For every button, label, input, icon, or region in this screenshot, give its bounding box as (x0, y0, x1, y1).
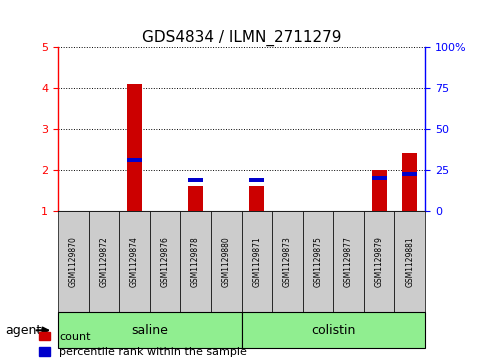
Bar (188, 178, 203, 182)
Bar (127, 84, 142, 211)
Bar (188, 186, 203, 211)
Text: GSM1129880: GSM1129880 (222, 236, 231, 287)
Text: GSM1129870: GSM1129870 (69, 236, 78, 287)
Bar (371, 176, 387, 180)
Bar (402, 172, 417, 176)
Text: GSM1129877: GSM1129877 (344, 236, 353, 287)
Text: GSM1129879: GSM1129879 (375, 236, 384, 287)
Legend: count, percentile rank within the sample: count, percentile rank within the sample (40, 332, 247, 358)
Bar (371, 170, 387, 211)
Title: GDS4834 / ILMN_2711279: GDS4834 / ILMN_2711279 (142, 30, 341, 46)
Text: GSM1129873: GSM1129873 (283, 236, 292, 287)
Text: GSM1129871: GSM1129871 (252, 236, 261, 287)
Text: GSM1129874: GSM1129874 (130, 236, 139, 287)
Bar (127, 158, 142, 162)
Bar (249, 186, 265, 211)
Bar (402, 153, 417, 211)
Text: GSM1129872: GSM1129872 (99, 236, 108, 287)
Text: GSM1129878: GSM1129878 (191, 236, 200, 287)
Text: GSM1129875: GSM1129875 (313, 236, 323, 287)
Text: GSM1129881: GSM1129881 (405, 236, 414, 287)
Text: colistin: colistin (311, 324, 355, 337)
Text: agent: agent (5, 324, 41, 337)
Text: GSM1129876: GSM1129876 (160, 236, 170, 287)
Text: saline: saline (131, 324, 168, 337)
Bar (249, 178, 265, 182)
